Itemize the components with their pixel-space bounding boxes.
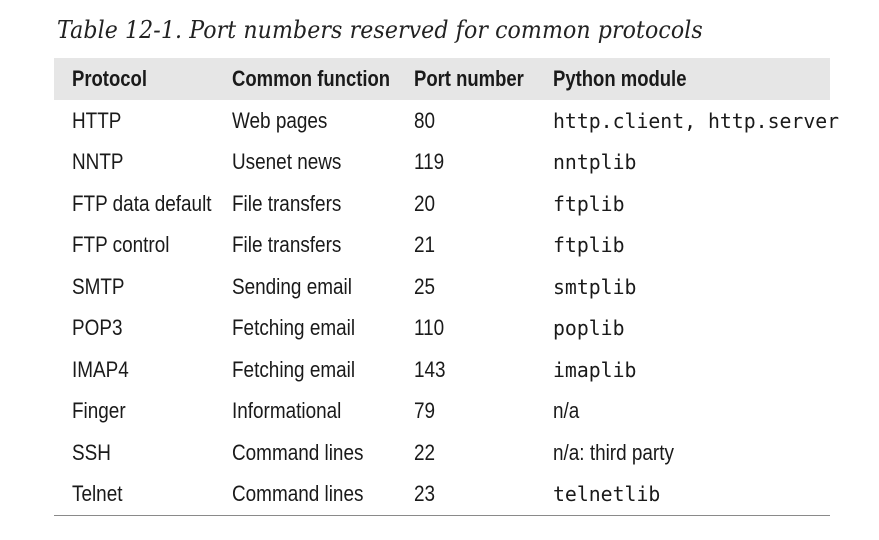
protocol-cell: HTTP	[72, 107, 122, 133]
port-cell: 21	[414, 232, 436, 258]
function-cell: Web pages	[232, 107, 328, 133]
module-cell: n/a	[553, 398, 580, 424]
table-row: POP3 Fetching email 110 poplib	[54, 308, 830, 350]
function-cell: Command lines	[232, 481, 364, 507]
protocol-cell: Finger	[72, 398, 126, 424]
module-cell: ftplib	[553, 233, 625, 258]
port-cell: 110	[414, 315, 445, 341]
column-header-python-module: Python module	[553, 66, 687, 91]
table-body: HTTP Web pages 80 http.client, http.server N…	[54, 100, 839, 516]
module-cell: poplib	[553, 316, 625, 341]
port-cell: 22	[414, 439, 436, 465]
protocol-cell: POP3	[72, 315, 123, 341]
column-header-port-number: Port number	[414, 66, 524, 91]
protocol-cell: SSH	[72, 439, 111, 465]
module-cell: ftplib	[553, 191, 625, 216]
function-cell: Fetching email	[232, 356, 356, 382]
table-row: Telnet Command lines 23 telnetlib	[54, 474, 830, 516]
function-cell: Sending email	[232, 273, 352, 299]
module-cell: smtplib	[553, 274, 637, 299]
protocol-cell: FTP control	[72, 232, 170, 258]
table-row: SSH Command lines 22 n/a: third party	[54, 432, 830, 474]
module-cell: http.client, http.server	[553, 108, 840, 133]
table-row: FTP data default File transfers 20 ftplib	[54, 183, 830, 225]
port-cell: 79	[414, 398, 436, 424]
port-cell: 20	[414, 190, 436, 216]
protocol-cell: Telnet	[72, 481, 123, 507]
module-cell: nntplib	[553, 150, 637, 175]
table-row: Finger Informational 79 n/a	[54, 391, 830, 433]
table-row: NNTP Usenet news 119 nntplib	[54, 142, 830, 184]
function-cell: Fetching email	[232, 315, 356, 341]
port-table: Protocol Common function Port number Pyt…	[54, 58, 839, 516]
function-cell: File transfers	[232, 232, 342, 258]
function-cell: File transfers	[232, 190, 342, 216]
table-row: HTTP Web pages 80 http.client, http.server	[54, 100, 839, 142]
table-header-row: Protocol Common function Port number Pyt…	[54, 58, 830, 100]
port-cell: 119	[414, 149, 445, 175]
function-cell: Command lines	[232, 439, 364, 465]
module-cell: telnetlib	[553, 482, 661, 507]
protocol-cell: FTP data default	[72, 190, 212, 216]
table-caption: Table 12-1. Port numbers reserved for co…	[57, 16, 703, 44]
module-cell: n/a: third party	[553, 439, 674, 465]
table-row: IMAP4 Fetching email 143 imaplib	[54, 349, 830, 391]
column-header-common-function: Common function	[232, 66, 391, 91]
port-cell: 25	[414, 273, 436, 299]
module-cell: imaplib	[553, 357, 637, 382]
function-cell: Informational	[232, 398, 342, 424]
table-bottom-rule	[54, 515, 830, 516]
table-row: FTP control File transfers 21 ftplib	[54, 225, 830, 267]
column-header-protocol: Protocol	[72, 66, 147, 91]
protocol-cell: NNTP	[72, 149, 124, 175]
protocol-cell: SMTP	[72, 273, 125, 299]
protocol-cell: IMAP4	[72, 356, 129, 382]
table-row: SMTP Sending email 25 smtplib	[54, 266, 830, 308]
port-cell: 23	[414, 481, 436, 507]
function-cell: Usenet news	[232, 149, 342, 175]
port-cell: 80	[414, 107, 436, 133]
port-cell: 143	[414, 356, 446, 382]
